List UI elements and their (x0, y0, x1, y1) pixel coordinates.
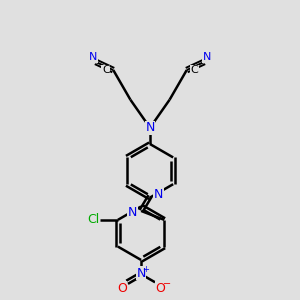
Text: O: O (117, 282, 127, 295)
Text: O: O (155, 282, 165, 295)
Text: N: N (203, 52, 212, 62)
Text: N: N (88, 52, 97, 62)
Text: +: + (142, 265, 149, 274)
Text: Cl: Cl (87, 213, 100, 226)
Text: N: N (128, 206, 137, 219)
Text: N: N (145, 121, 155, 134)
Text: N: N (136, 267, 146, 280)
Text: C: C (190, 65, 198, 75)
Text: C: C (102, 65, 110, 75)
Text: N: N (154, 188, 163, 201)
Text: −: − (163, 279, 171, 289)
